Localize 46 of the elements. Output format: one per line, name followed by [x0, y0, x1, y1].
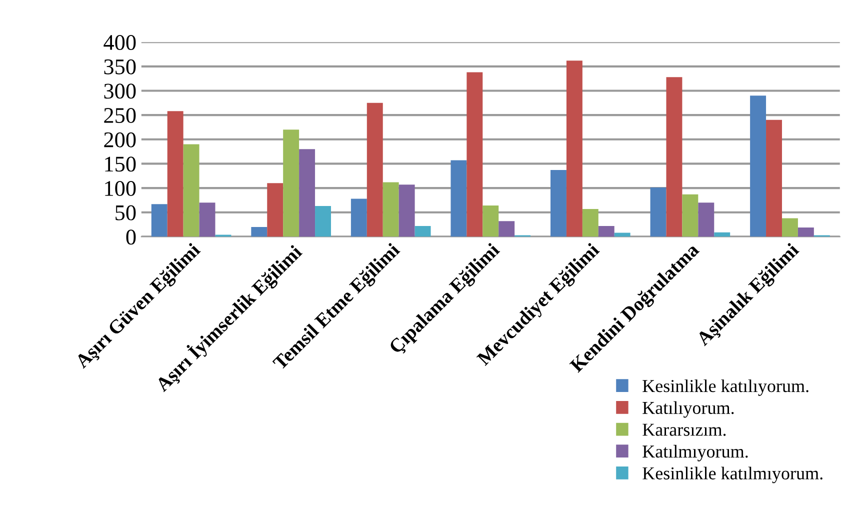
bar	[167, 111, 184, 237]
bar	[498, 221, 515, 237]
legend-label: Katılıyorum.	[642, 401, 734, 418]
bar	[315, 206, 331, 237]
bar	[750, 96, 766, 237]
bar	[183, 144, 200, 237]
legend-label: Kararsızım.	[642, 424, 726, 436]
bar	[782, 218, 798, 237]
bar	[482, 206, 499, 237]
bar	[798, 227, 814, 237]
bar	[251, 226, 268, 237]
y-tick-label: 250	[104, 108, 136, 123]
bar	[566, 60, 582, 237]
legend-label: Katılmıyorum.	[642, 444, 748, 462]
y-tick-label: 200	[104, 132, 136, 148]
bar	[414, 226, 431, 237]
y-tick-label: 150	[105, 156, 136, 172]
bar	[582, 208, 598, 237]
bar	[698, 202, 714, 237]
bar	[682, 194, 698, 237]
bar	[283, 130, 300, 237]
bar	[366, 102, 383, 237]
bar	[398, 184, 415, 237]
bar	[267, 183, 284, 237]
y-tick-label: 100	[105, 180, 136, 196]
legend-label: Kesinlikle katılıyorum.	[642, 379, 808, 396]
bar	[299, 149, 316, 237]
bar	[199, 202, 216, 237]
bar	[614, 232, 630, 237]
bar	[666, 77, 682, 237]
bar	[550, 170, 566, 237]
bar	[598, 226, 614, 237]
bar	[151, 204, 168, 237]
y-tick-label: 350	[104, 59, 136, 74]
bar	[450, 160, 467, 237]
bar	[466, 72, 483, 237]
bar	[714, 232, 730, 237]
y-tick-label: 400	[104, 35, 136, 50]
bar	[650, 188, 666, 237]
legend-label: Kesinlikle katılmıyorum.	[642, 466, 822, 484]
y-tick-label: 300	[104, 84, 136, 99]
bar	[350, 198, 367, 237]
y-tick-label: 0	[126, 230, 136, 245]
bar	[766, 120, 782, 237]
y-tick-label: 50	[116, 205, 136, 220]
bar	[382, 182, 399, 237]
